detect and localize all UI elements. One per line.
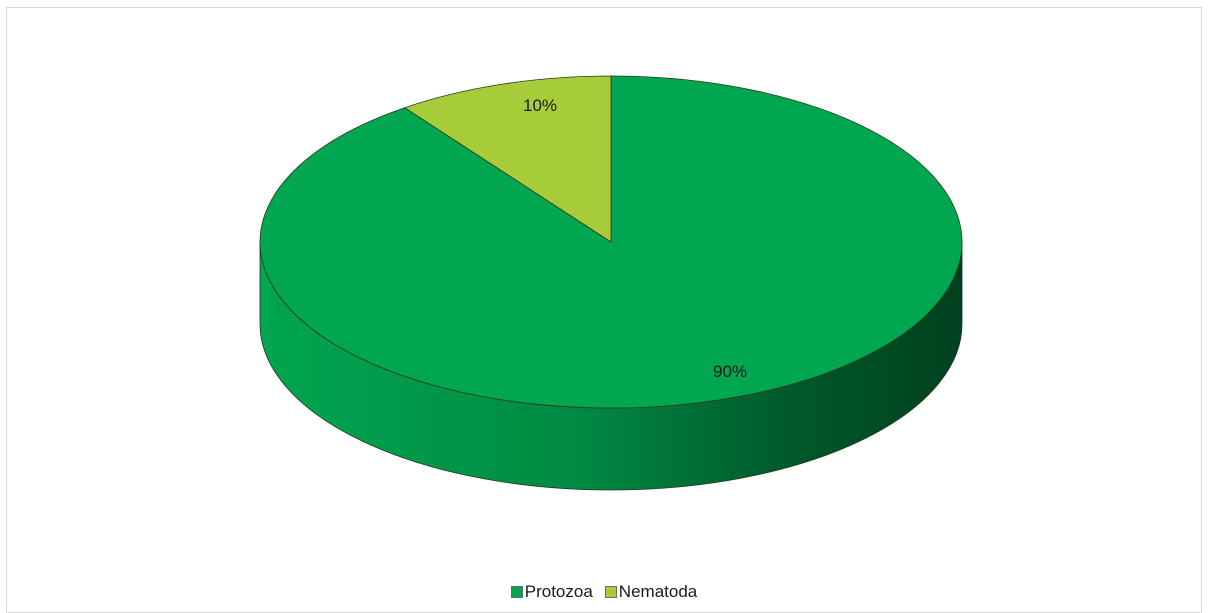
pie-slice-nematoda [403,75,612,243]
legend-label-nematoda: Nematoda [618,582,698,601]
legend-swatch-nematoda [604,586,617,598]
data-label-nematoda: 10% [523,96,557,115]
legend-swatch-protozoa [510,586,523,598]
legend-item-nematoda: Nematoda [604,582,698,602]
legend-item-protozoa: Protozoa [510,582,593,602]
legend-label-protozoa: Protozoa [524,582,593,601]
legend: Protozoa Nematoda [0,580,1208,604]
data-label-protozoa: 90% [713,362,747,381]
